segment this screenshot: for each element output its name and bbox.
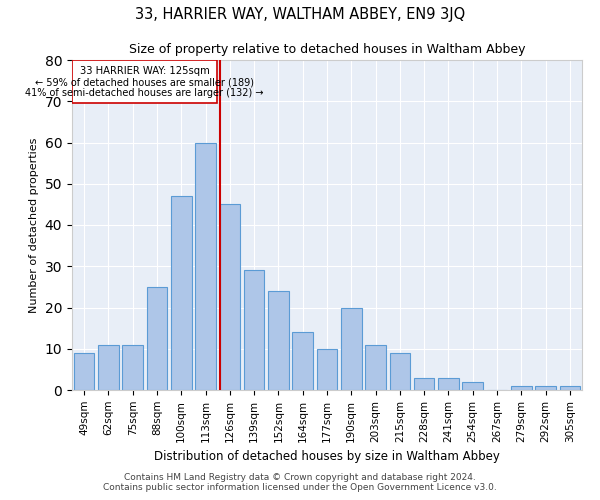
Bar [195,142,216,390]
Text: 33 HARRIER WAY: 125sqm: 33 HARRIER WAY: 125sqm [80,66,209,76]
Bar [122,344,143,390]
Text: Contains HM Land Registry data © Crown copyright and database right 2024.
Contai: Contains HM Land Registry data © Crown c… [103,473,497,492]
Text: ← 59% of detached houses are smaller (189): ← 59% of detached houses are smaller (18… [35,78,254,88]
Bar [560,386,580,390]
Bar [414,378,434,390]
Bar [535,386,556,390]
Bar [463,382,483,390]
Bar [244,270,265,390]
Bar [98,344,119,390]
Bar [317,349,337,390]
Bar [146,287,167,390]
Title: Size of property relative to detached houses in Waltham Abbey: Size of property relative to detached ho… [129,43,525,56]
Bar [365,344,386,390]
Y-axis label: Number of detached properties: Number of detached properties [29,138,39,312]
Bar [171,196,191,390]
Bar [268,291,289,390]
Bar [74,353,94,390]
Bar [341,308,362,390]
Bar [438,378,459,390]
Bar [292,332,313,390]
Text: 41% of semi-detached houses are larger (132) →: 41% of semi-detached houses are larger (… [25,88,264,98]
X-axis label: Distribution of detached houses by size in Waltham Abbey: Distribution of detached houses by size … [154,450,500,463]
Bar [389,353,410,390]
Text: 33, HARRIER WAY, WALTHAM ABBEY, EN9 3JQ: 33, HARRIER WAY, WALTHAM ABBEY, EN9 3JQ [135,8,465,22]
Bar [511,386,532,390]
Bar [220,204,240,390]
FancyBboxPatch shape [72,60,217,104]
